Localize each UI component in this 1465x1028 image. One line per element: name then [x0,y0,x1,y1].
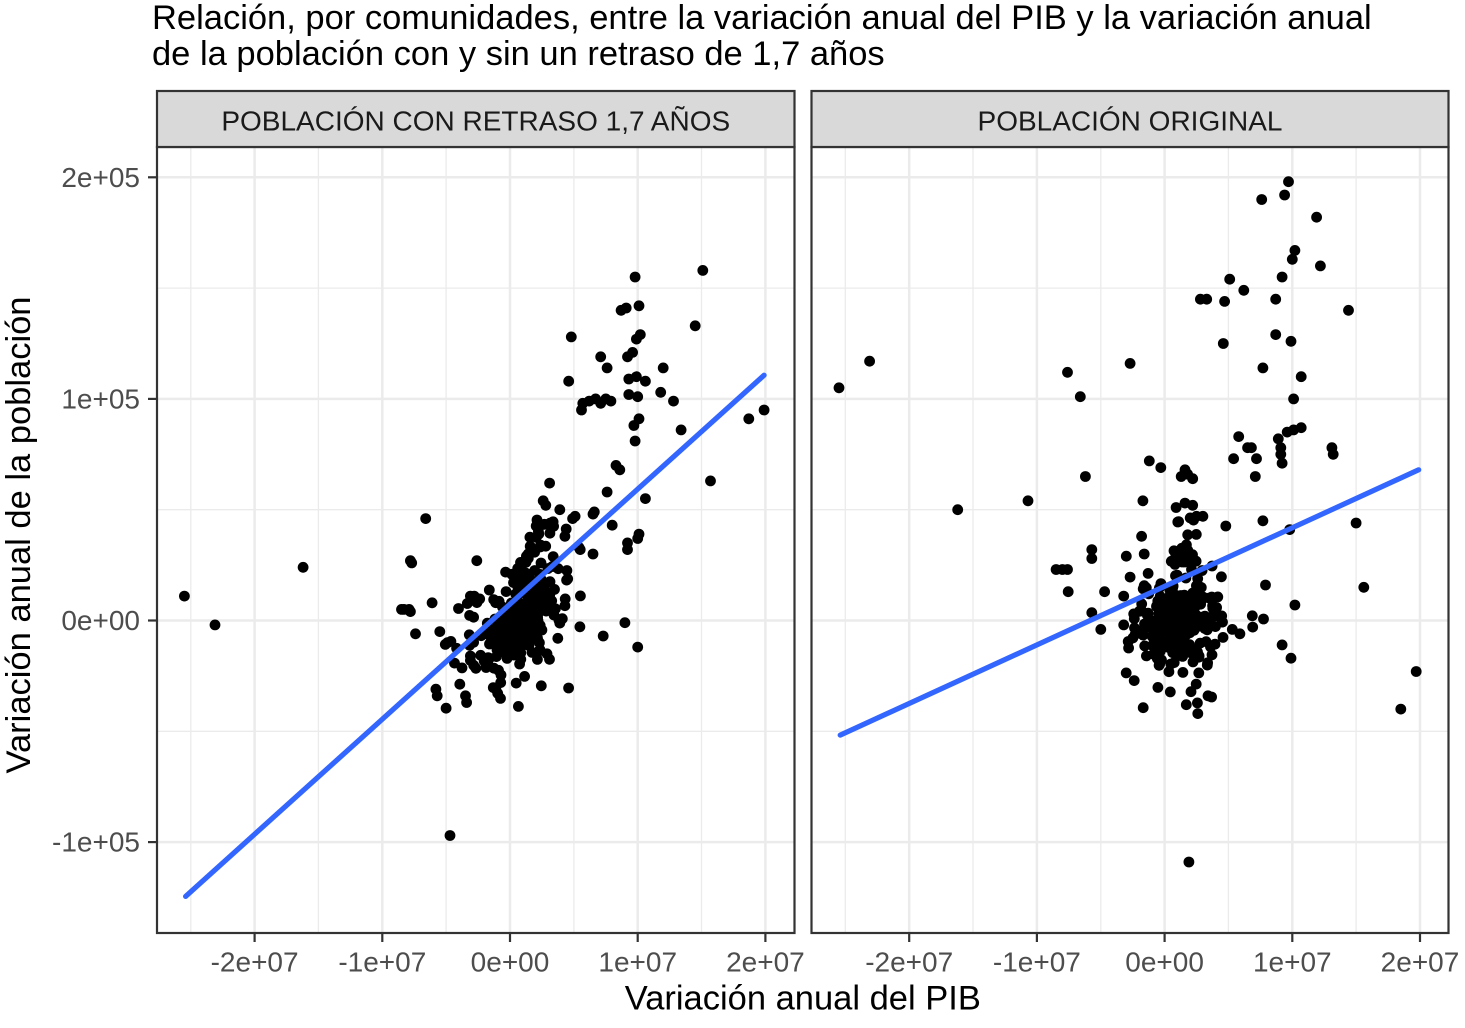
svg-text:1e+07: 1e+07 [1253,947,1332,978]
svg-text:2e+07: 2e+07 [1381,947,1460,978]
svg-text:0e+00: 0e+00 [61,605,140,636]
svg-text:POBLACIÓN ORIGINAL: POBLACIÓN ORIGINAL [978,106,1283,137]
svg-text:1e+07: 1e+07 [598,947,677,978]
svg-text:-1e+07: -1e+07 [338,947,426,978]
svg-text:Variación anual del PIB: Variación anual del PIB [625,980,981,1018]
svg-text:2e+05: 2e+05 [61,162,140,193]
svg-text:-2e+07: -2e+07 [865,947,953,978]
svg-text:2e+07: 2e+07 [726,947,805,978]
svg-text:1e+05: 1e+05 [61,384,140,415]
svg-text:Relación, por comunidades, ent: Relación, por comunidades, entre la vari… [152,0,1372,37]
svg-text:POBLACIÓN CON RETRASO 1,7 AÑOS: POBLACIÓN CON RETRASO 1,7 AÑOS [221,106,730,137]
svg-text:Variación anual de la població: Variación anual de la población [0,297,38,774]
svg-text:0e+00: 0e+00 [1125,947,1204,978]
svg-text:de la población con y sin un r: de la población con y sin un retraso de … [152,35,885,73]
svg-text:-2e+07: -2e+07 [211,947,299,978]
svg-text:-1e+07: -1e+07 [993,947,1081,978]
svg-text:0e+00: 0e+00 [471,947,550,978]
svg-text:-1e+05: -1e+05 [52,827,140,858]
